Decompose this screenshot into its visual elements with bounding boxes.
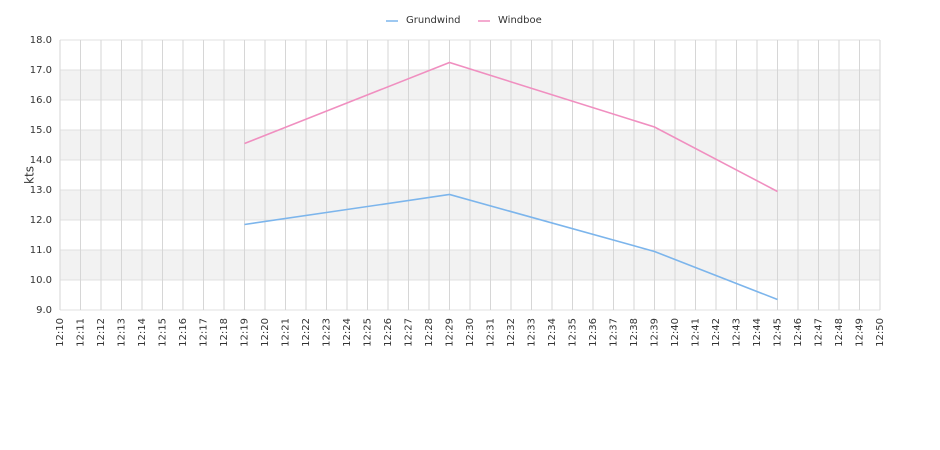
x-tick-label: 12:41 [691,318,702,347]
x-tick-label: 12:15 [158,318,169,347]
y-tick-label: 17.0 [30,65,52,76]
x-tick-label: 12:17 [199,318,210,347]
x-tick-label: 12:43 [732,318,743,347]
x-tick-label: 12:24 [342,318,353,347]
y-tick-label: 15.0 [30,125,52,136]
x-tick-label: 12:50 [875,318,886,347]
x-tick-label: 12:40 [670,318,681,347]
x-tick-label: 12:12 [96,318,107,347]
y-tick-label: 10.0 [30,275,52,286]
y-tick-label: 18.0 [30,35,52,46]
x-tick-label: 12:19 [240,318,251,347]
y-tick-label: 11.0 [30,245,52,256]
x-tick-label: 12:48 [834,318,845,347]
x-tick-label: 12:31 [486,318,497,347]
x-tick-label: 12:10 [55,318,66,347]
x-tick-label: 12:32 [506,318,517,347]
x-tick-label: 12:46 [793,318,804,347]
x-tick-label: 12:14 [137,318,148,347]
line [244,193,778,301]
y-tick-label: 9.0 [36,305,52,316]
y-tick-label: 16.0 [30,95,52,106]
legend-label: Windboe [498,15,542,26]
x-tick-label: 12:13 [117,318,128,347]
x-tick-label: 12:42 [711,318,722,347]
x-tick-label: 12:16 [178,318,189,347]
x-tick-label: 12:45 [773,318,784,347]
x-tick-label: 12:44 [752,318,763,347]
x-tick-label: 12:11 [76,318,87,347]
line [244,61,778,193]
x-tick-label: 12:23 [322,318,333,347]
x-tick-label: 12:18 [219,318,230,347]
x-tick-label: 12:22 [301,318,312,347]
x-tick-label: 12:34 [547,318,558,347]
x-tick-label: 12:33 [527,318,538,347]
x-tick-label: 12:21 [281,318,292,347]
x-tick-label: 12:35 [568,318,579,347]
x-tick-label: 12:29 [445,318,456,347]
y-axis-label: kts [23,166,37,184]
x-tick-label: 12:30 [465,318,476,347]
x-tick-label: 12:37 [609,318,620,347]
legend-label: Grundwind [406,15,461,26]
x-tick-label: 12:39 [650,318,661,347]
x-tick-label: 12:20 [260,318,271,347]
x-tick-label: 12:36 [588,318,599,347]
x-tick-label: 12:49 [855,318,866,347]
x-tick-label: 12:47 [814,318,825,347]
y-tick-label: 14.0 [30,155,52,166]
x-tick-label: 12:28 [424,318,435,347]
y-tick-label: 13.0 [30,185,52,196]
x-tick-label: 12:27 [404,318,415,347]
y-tick-label: 12.0 [30,215,52,226]
x-tick-label: 12:38 [629,318,640,347]
x-tick-label: 12:26 [383,318,394,347]
x-tick-label: 12:25 [363,318,374,347]
